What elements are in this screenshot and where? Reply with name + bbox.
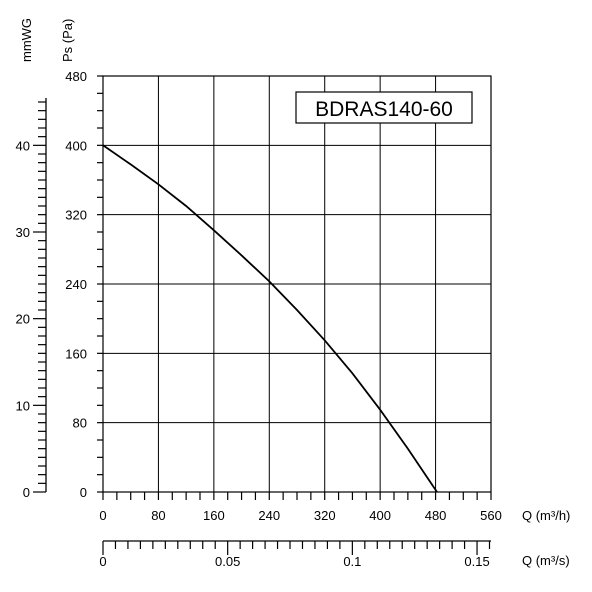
m3s-tick-label: 0.05 (215, 554, 240, 569)
pa-axis: 0 80 160 240 320 400 480 (65, 69, 87, 500)
minor-ticks (97, 75, 492, 500)
m3h-tick-label: 480 (425, 508, 447, 523)
grid (102, 75, 492, 493)
mmwg-tick-label: 20 (16, 312, 30, 327)
pa-tick-label: 240 (65, 277, 87, 292)
m3h-axis-title: Q (m³/h) (522, 508, 570, 523)
pa-tick-label: 480 (65, 69, 87, 84)
pa-tick-label: 160 (65, 346, 87, 361)
mmwg-tick-label: 40 (16, 138, 30, 153)
m3h-tick-label: 240 (258, 508, 280, 523)
mmwg-axis-title: mmWG (19, 18, 34, 62)
performance-curve (102, 144, 438, 493)
m3h-tick-label: 80 (151, 508, 165, 523)
m3h-tick-label: 560 (480, 508, 502, 523)
m3s-axis-title: Q (m³/s) (522, 553, 570, 568)
mmwg-tick-label: 30 (16, 225, 30, 240)
m3h-tick-label: 0 (99, 508, 106, 523)
m3s-tick-label: 0 (99, 554, 106, 569)
curve-layer (102, 144, 438, 493)
pa-tick-label: 80 (73, 416, 87, 431)
model-label-box: BDRAS140-60 (295, 91, 473, 124)
pa-axis-title: Ps (Pa) (60, 19, 75, 62)
mmwg-axis: 0 10 20 30 40 (16, 98, 47, 500)
mmwg-tick-label: 0 (23, 485, 30, 500)
m3h-tick-label: 160 (203, 508, 225, 523)
pa-tick-label: 400 (65, 138, 87, 153)
mmwg-tick-label: 10 (16, 398, 30, 413)
m3s-axis: 0 0.05 0.1 0.15 (99, 540, 491, 569)
m3h-tick-label: 400 (369, 508, 391, 523)
model-label: BDRAS140-60 (315, 98, 453, 121)
m3h-axis: 0 80 160 240 320 400 480 560 (99, 508, 501, 523)
m3s-tick-label: 0.15 (464, 554, 489, 569)
m3s-tick-label: 0.1 (343, 554, 361, 569)
pa-tick-label: 320 (65, 208, 87, 223)
pa-tick-label: 0 (80, 485, 87, 500)
m3h-tick-label: 320 (314, 508, 336, 523)
